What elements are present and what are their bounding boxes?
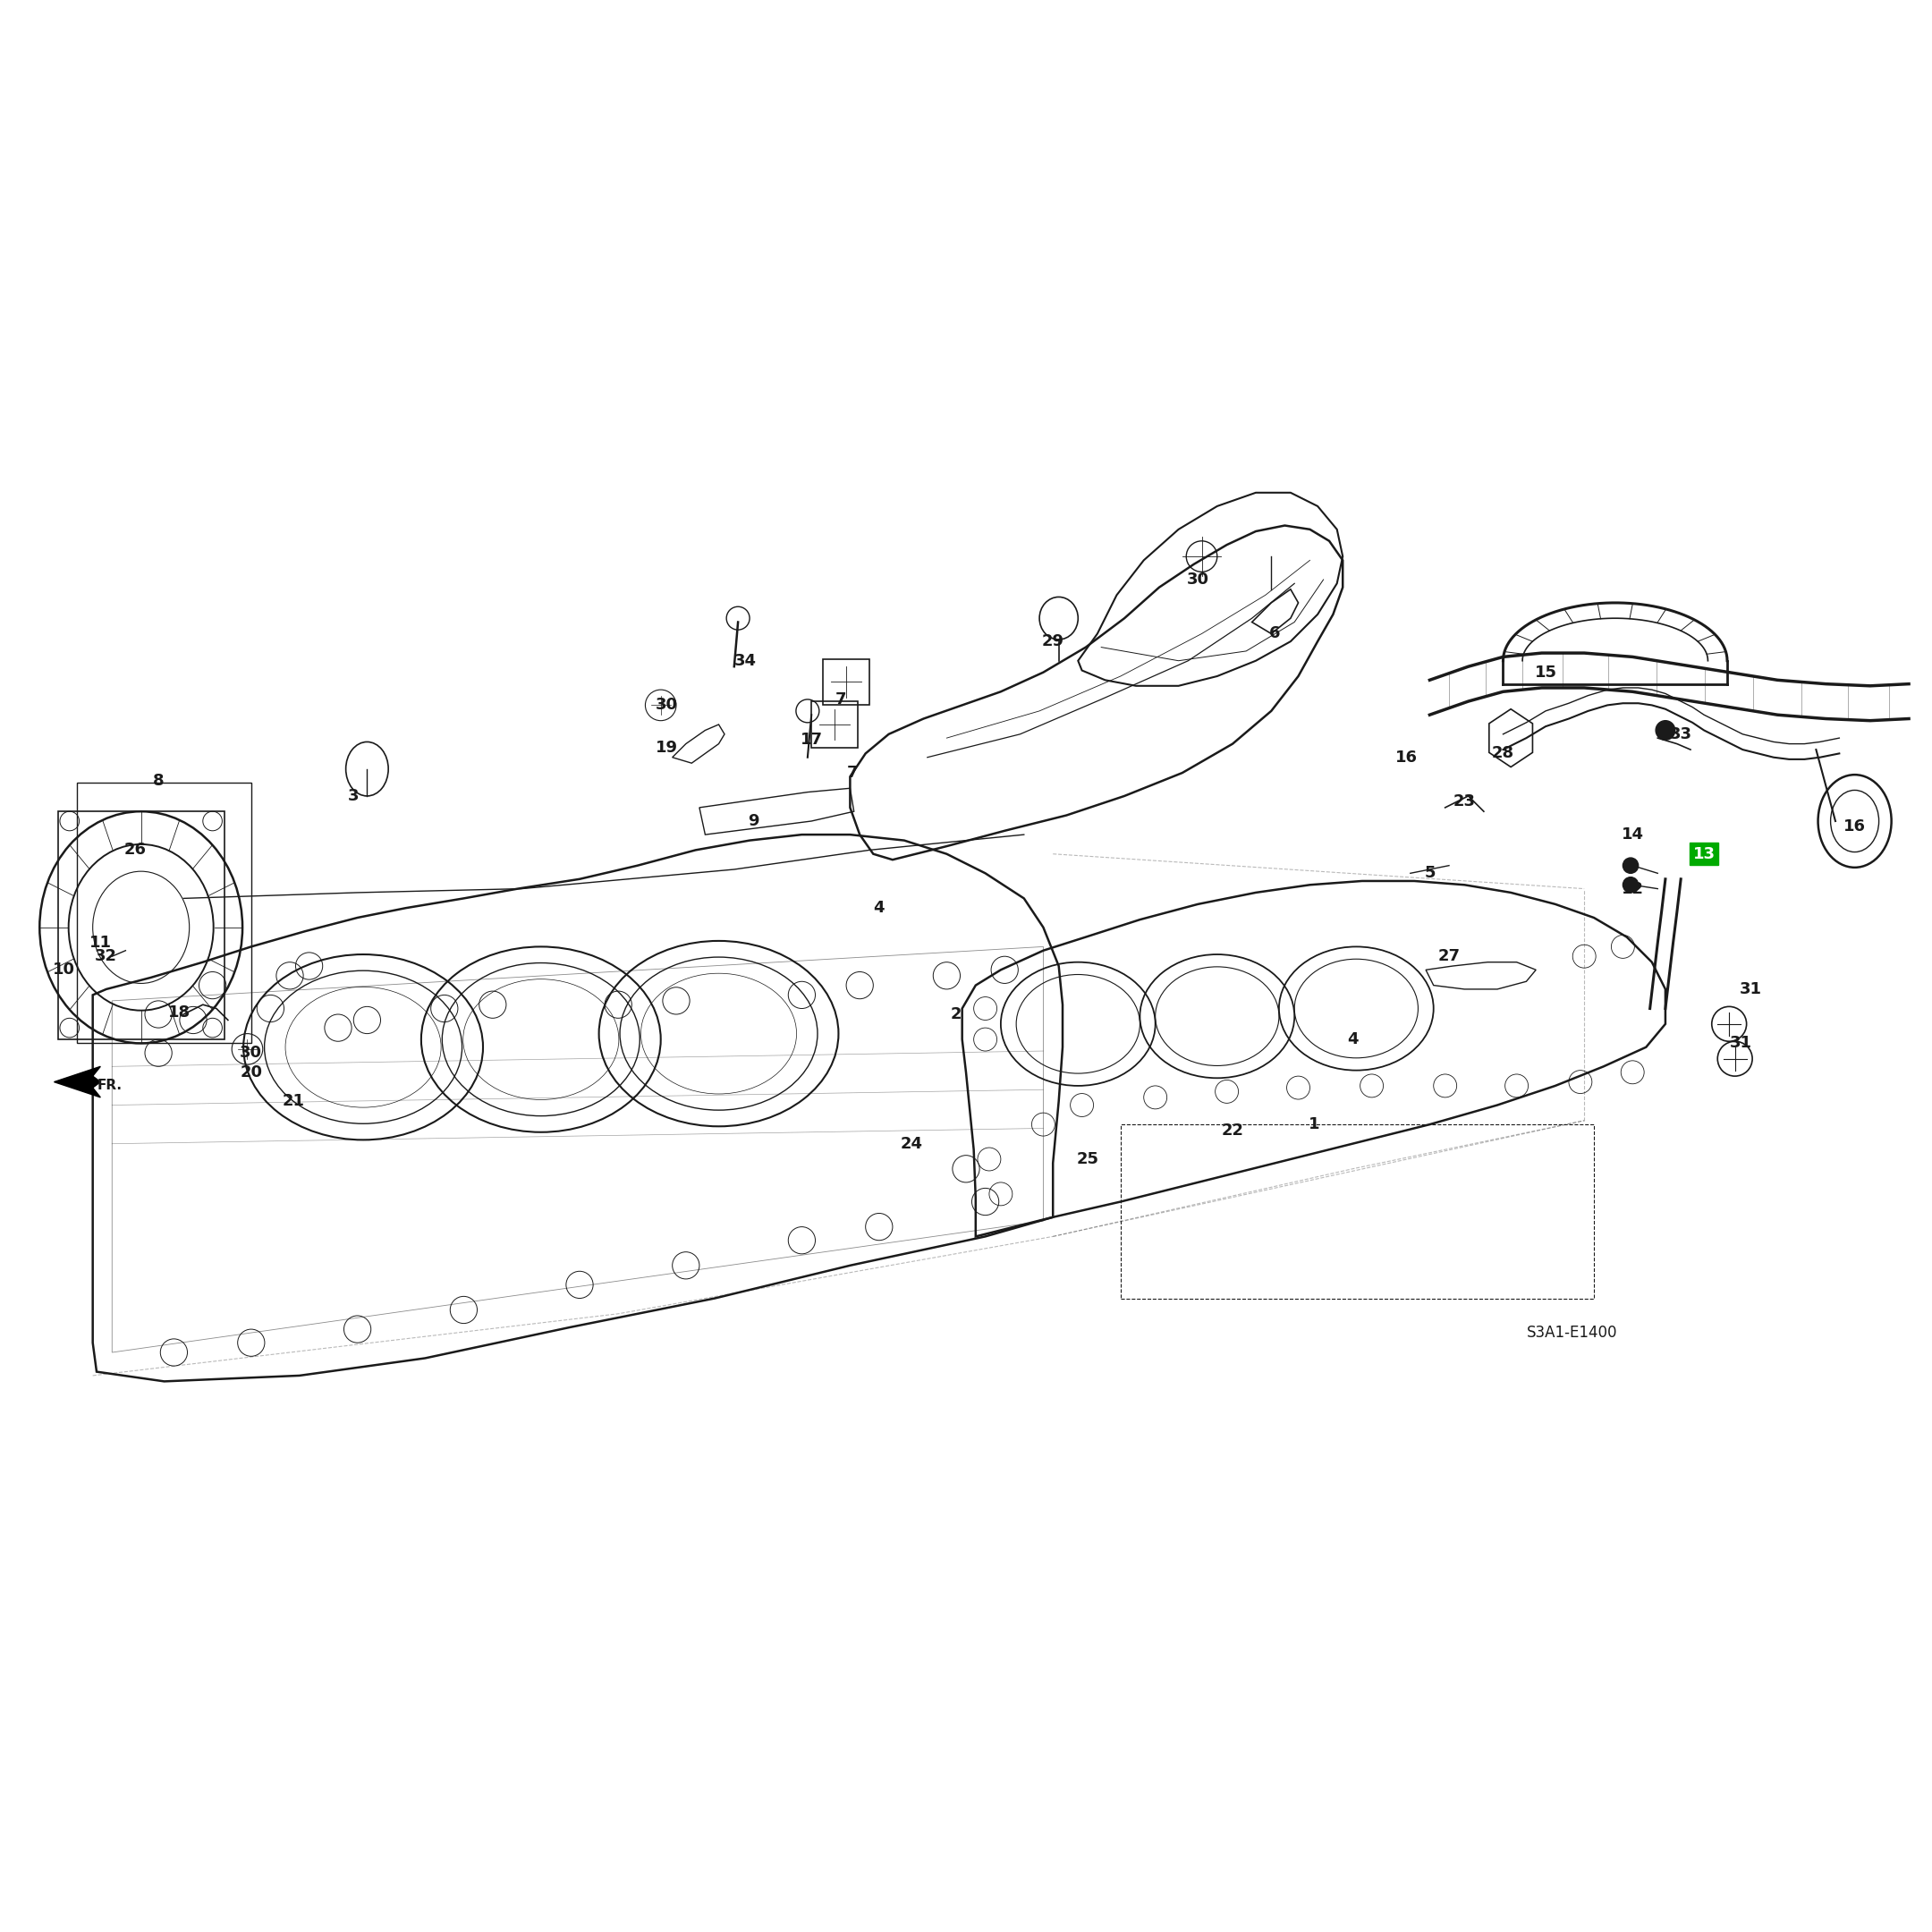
Text: 26: 26 [124,842,147,858]
Circle shape [1623,858,1638,873]
Text: 16: 16 [1843,819,1866,835]
Text: 1: 1 [1308,1117,1320,1132]
Text: 3: 3 [348,788,359,804]
Text: 4: 4 [1347,1032,1358,1047]
Text: 16: 16 [1395,750,1418,765]
Text: 20: 20 [240,1065,263,1080]
Text: 17: 17 [800,732,823,748]
Text: 31: 31 [1739,981,1762,997]
Text: 30: 30 [240,1045,263,1061]
Circle shape [1656,721,1675,740]
Bar [823,659,869,705]
Bar [811,701,858,748]
Text: 10: 10 [52,962,75,978]
Bar [77,782,251,1043]
Text: S3A1-E1400: S3A1-E1400 [1526,1325,1617,1341]
Text: 33: 33 [1669,726,1692,742]
Text: 7: 7 [835,692,846,707]
Bar [58,811,224,1039]
Text: 30: 30 [1186,572,1209,587]
Text: 2: 2 [951,1007,962,1022]
Text: 12: 12 [1621,881,1644,896]
Text: 19: 19 [655,740,678,755]
Text: 15: 15 [1534,665,1557,680]
Text: 30: 30 [655,697,678,713]
Text: 29: 29 [1041,634,1065,649]
Polygon shape [54,1066,100,1097]
Text: 13: 13 [1692,846,1716,862]
Text: 8: 8 [153,773,164,788]
Text: 23: 23 [1453,794,1476,810]
Text: 21: 21 [282,1094,305,1109]
Text: 31: 31 [1729,1036,1752,1051]
Text: 5: 5 [1424,866,1435,881]
Bar [1121,1124,1594,1298]
Text: 11: 11 [89,935,112,951]
Text: 22: 22 [1221,1122,1244,1138]
Text: 24: 24 [900,1136,923,1151]
Text: 28: 28 [1492,746,1515,761]
Text: 25: 25 [1076,1151,1099,1167]
Text: 34: 34 [734,653,757,668]
Text: 7: 7 [846,765,858,781]
Text: 9: 9 [748,813,759,829]
Text: 27: 27 [1437,949,1461,964]
Text: 18: 18 [168,1005,191,1020]
Text: 14: 14 [1621,827,1644,842]
Text: FR.: FR. [99,1080,122,1092]
Circle shape [1623,877,1638,893]
Text: 32: 32 [95,949,118,964]
Text: 6: 6 [1269,626,1281,641]
Text: 4: 4 [873,900,885,916]
